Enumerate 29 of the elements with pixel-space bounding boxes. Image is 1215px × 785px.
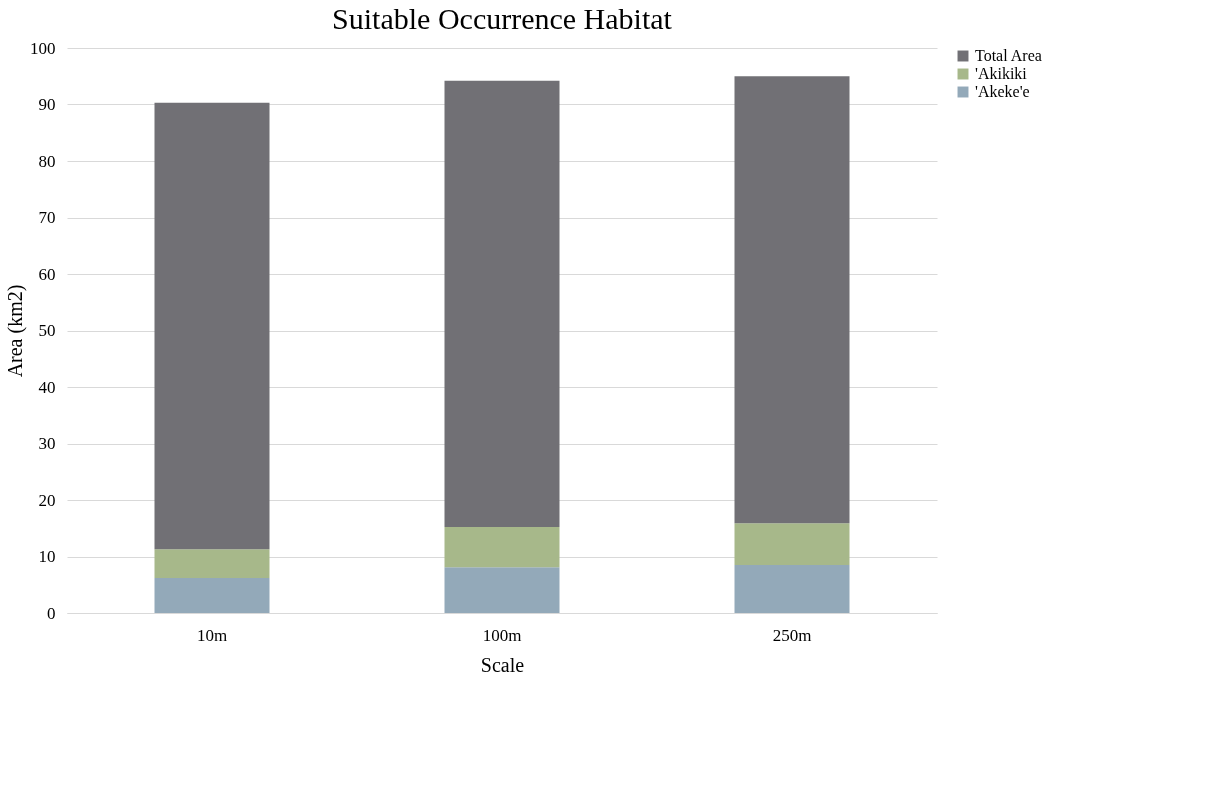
y-tick-label: 10 [38,547,56,566]
bar [444,527,560,568]
y-tick-label: 70 [38,208,56,227]
bar [734,76,850,524]
y-tick-label: 90 [38,95,56,114]
y-axis-title: Area (km2) [4,284,27,378]
bar [734,523,850,565]
y-tick-label: 60 [38,264,56,284]
bar [734,564,850,613]
legend-label: 'Akeke'e [975,83,1030,100]
bar [154,549,270,578]
bar [444,567,560,613]
x-tick-label: 100m [482,625,522,645]
legend-label: 'Akikiki [975,65,1028,82]
x-axis-title: Scale [480,653,525,676]
bar [154,577,270,613]
x-tick-label: 10m [196,625,228,645]
bar [154,102,270,550]
chart-title: Suitable Occurrence Habitat [332,2,673,35]
y-tick-label: 20 [38,490,56,510]
y-tick-label: 0 [47,603,56,623]
y-tick-label: 50 [38,321,56,340]
x-tick-label: 250m [772,625,812,645]
y-tick-label: 40 [38,377,56,397]
y-tick-label: 100 [30,38,56,58]
legend-label: Total Area [975,47,1042,64]
y-tick-label: 80 [38,151,56,171]
bar [444,80,560,528]
y-tick-label: 30 [38,434,56,453]
